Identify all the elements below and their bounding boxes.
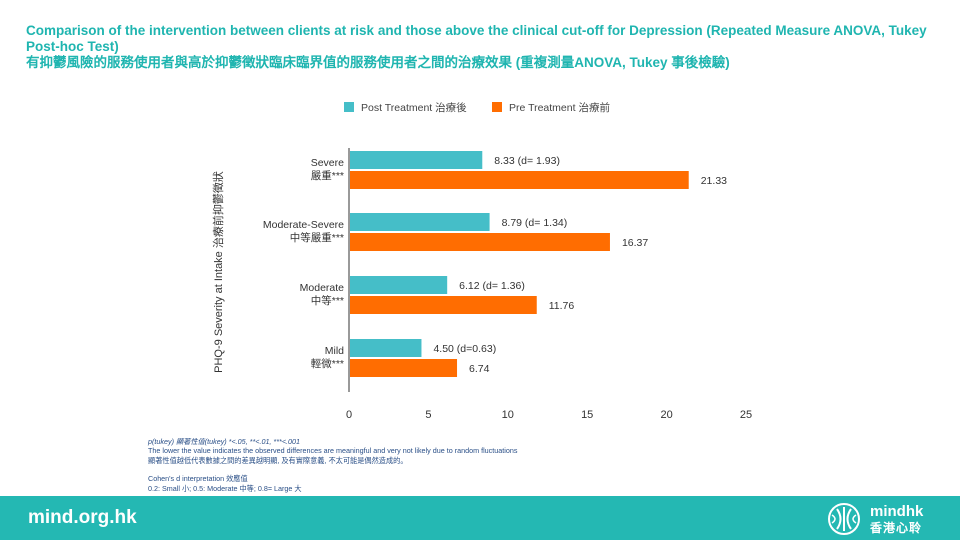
mindhk-logo[interactable]: mindhk 香港心聆 <box>826 502 946 536</box>
notes-cohen-scale: 0.2: Small 小; 0.5: Moderate 中等; 0.8= Lar… <box>148 483 302 493</box>
category-label-zh: 中等*** <box>311 294 344 307</box>
x-tick-label: 5 <box>425 409 431 421</box>
category-label: Moderate <box>300 282 345 294</box>
legend-label-post: Post Treatment 治療後 <box>361 101 467 114</box>
footer-url-link[interactable]: mind.org.hk <box>28 507 137 528</box>
notes-cohen-title: Cohen's d interpretation 效應值 <box>148 474 248 484</box>
bar-chart: Post Treatment 治療後 Pre Treatment 治療前 PHQ-9… <box>211 101 752 421</box>
legend-label-pre: Pre Treatment 治療前 <box>509 101 610 114</box>
x-tick-label: 0 <box>346 409 352 421</box>
bar-pre <box>350 296 537 314</box>
mindhk-logo-icon <box>828 503 860 535</box>
data-label-post: 8.33 (d= 1.93) <box>494 155 560 167</box>
y-axis-title: PHQ-9 Severity at Intake 治療前抑鬱徵狀 <box>211 171 225 373</box>
notes-significance: p(tukey) 顯著性值(tukey) *<.05, **<.01, ***<… <box>148 437 301 446</box>
bar-post <box>350 276 448 294</box>
title-line-1: Comparison of the intervention between c… <box>26 23 927 38</box>
x-tick-label: 25 <box>740 409 752 421</box>
title-line-2: Post-hoc Test) <box>26 39 119 54</box>
notes-explanation-zh: 顯著性值越低代表數據之間的差異越明顯, 及有實際意義, 不太可能是偶然造成的。 <box>148 455 408 465</box>
bar-post <box>350 151 483 169</box>
footer-bar: mind.org.hk mindhk 香港心聆 <box>0 496 960 540</box>
bar-pre <box>350 233 610 251</box>
logo-text: mindhk <box>870 503 924 520</box>
legend-swatch-post <box>344 102 354 112</box>
data-label-post: 6.12 (d= 1.36) <box>459 280 525 292</box>
data-label-pre: 16.37 <box>622 237 648 249</box>
category-label: Severe <box>311 157 344 169</box>
bar-post <box>350 339 422 357</box>
chart-notes: p(tukey) 顯著性值(tukey) *<.05, **<.01, ***<… <box>148 437 748 493</box>
data-label-post: 8.79 (d= 1.34) <box>502 217 568 229</box>
data-label-post: 4.50 (d=0.63) <box>433 343 496 355</box>
logo-text-chinese: 香港心聆 <box>870 521 923 535</box>
category-label: Moderate-Severe <box>263 219 344 231</box>
legend-swatch-pre <box>492 102 502 112</box>
data-label-pre: 11.76 <box>549 300 575 312</box>
data-label-pre: 21.33 <box>701 175 727 187</box>
bar-pre <box>350 171 689 189</box>
category-label-zh: 嚴重*** <box>311 169 344 182</box>
data-label-pre: 6.74 <box>469 363 490 375</box>
category-label: Mild <box>325 345 344 357</box>
bar-pre <box>350 359 458 377</box>
x-tick-label: 15 <box>581 409 593 421</box>
title-line-3: 有抑鬱風險的服務使用者與高於抑鬱徵狀臨床臨界值的服務使用者之間的治療效果 (重複… <box>26 55 730 70</box>
x-tick-label: 20 <box>660 409 672 421</box>
category-label-zh: 中等嚴重*** <box>290 231 344 244</box>
bar-post <box>350 213 490 231</box>
notes-explanation-en: The lower the value indicates the observ… <box>148 446 518 456</box>
category-label-zh: 輕微*** <box>311 357 344 370</box>
chart-title: Comparison of the intervention between c… <box>26 23 946 71</box>
x-tick-label: 10 <box>502 409 514 421</box>
